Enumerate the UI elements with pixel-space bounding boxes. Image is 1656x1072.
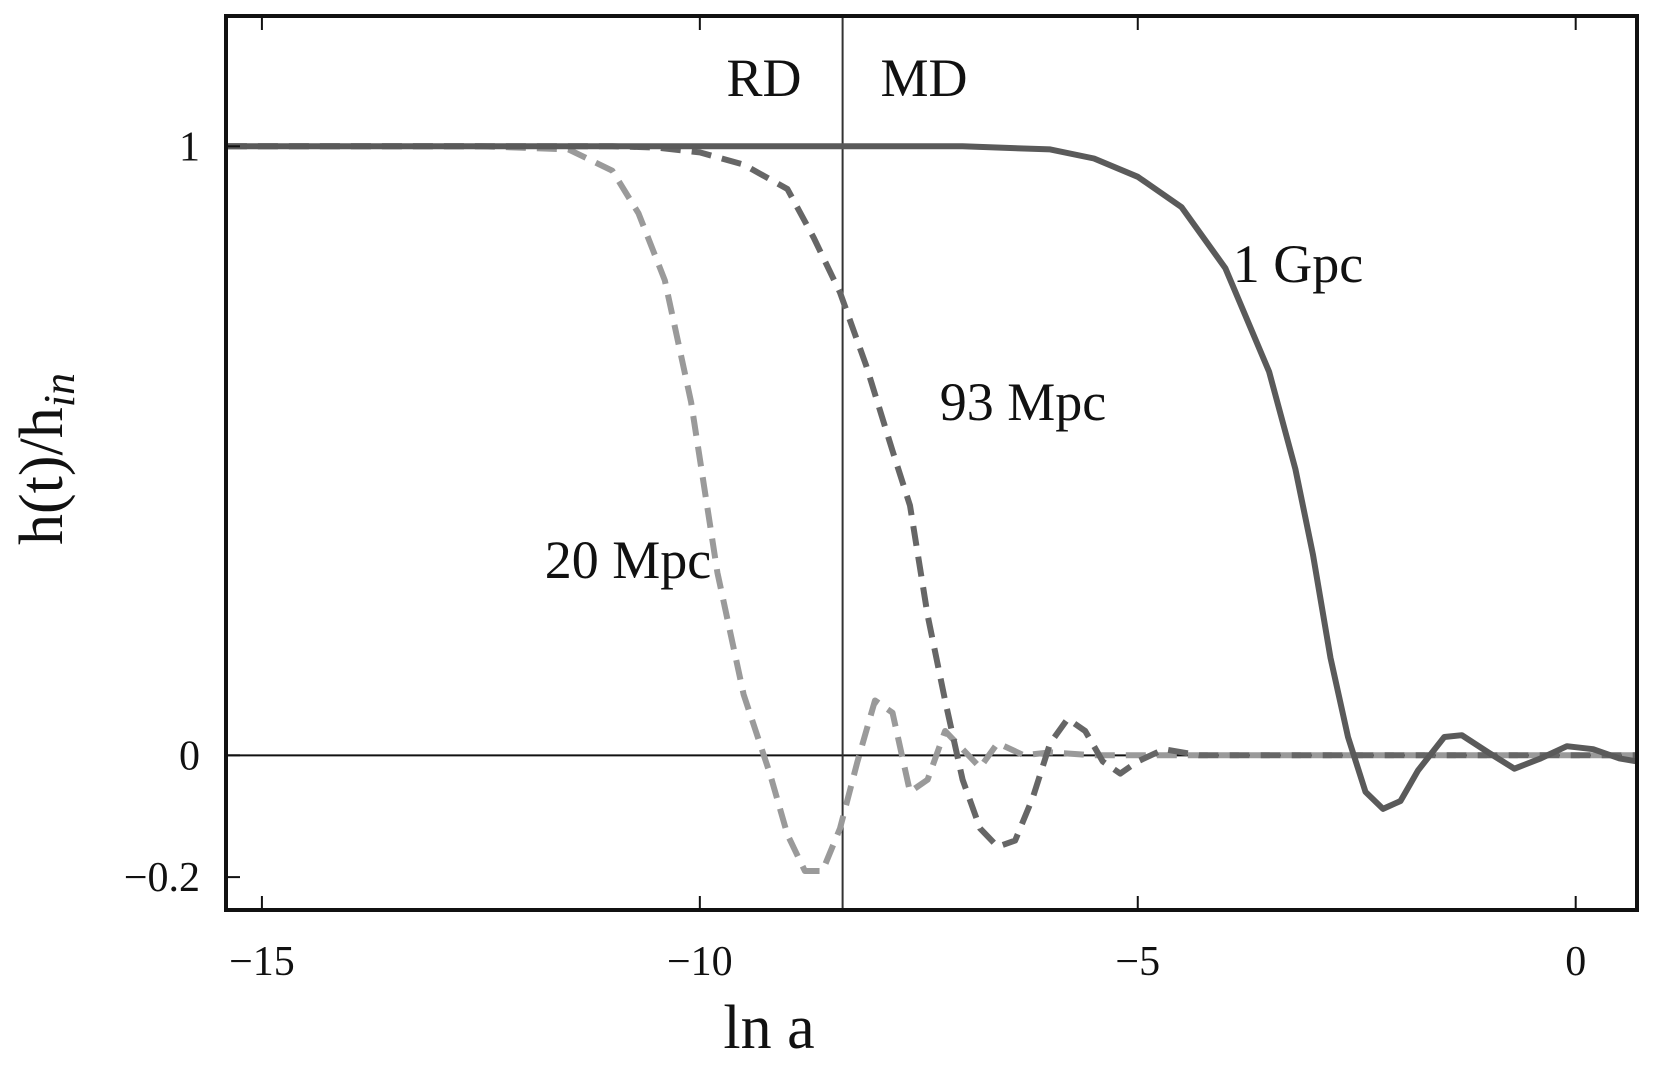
y-axis-label-main: h(t)/h bbox=[8, 407, 76, 545]
plot-frame bbox=[224, 14, 1639, 912]
x-tick-label: −5 bbox=[1115, 939, 1160, 985]
x-tick-label: −10 bbox=[667, 939, 733, 985]
line-series bbox=[226, 143, 1638, 812]
y-axis-label-subscript: in bbox=[35, 373, 84, 407]
x-tick-label: 0 bbox=[1565, 939, 1586, 985]
line-series bbox=[226, 143, 1637, 850]
x-axis-label: ln a bbox=[723, 994, 814, 1062]
annotation: 93 Mpc bbox=[940, 372, 1106, 432]
annotation: MD bbox=[880, 48, 967, 108]
y-axis-label: h(t)/hin bbox=[8, 373, 84, 545]
line-series bbox=[226, 143, 1637, 874]
annotation: 20 Mpc bbox=[545, 530, 711, 590]
y-tick-label: −0.2 bbox=[124, 855, 200, 901]
y-tick-label: 0 bbox=[179, 733, 200, 779]
annotation: 1 Gpc bbox=[1233, 234, 1363, 294]
x-tick-label: −15 bbox=[229, 939, 295, 985]
y-tick-label: 1 bbox=[179, 124, 200, 170]
annotation: RD bbox=[726, 48, 801, 108]
